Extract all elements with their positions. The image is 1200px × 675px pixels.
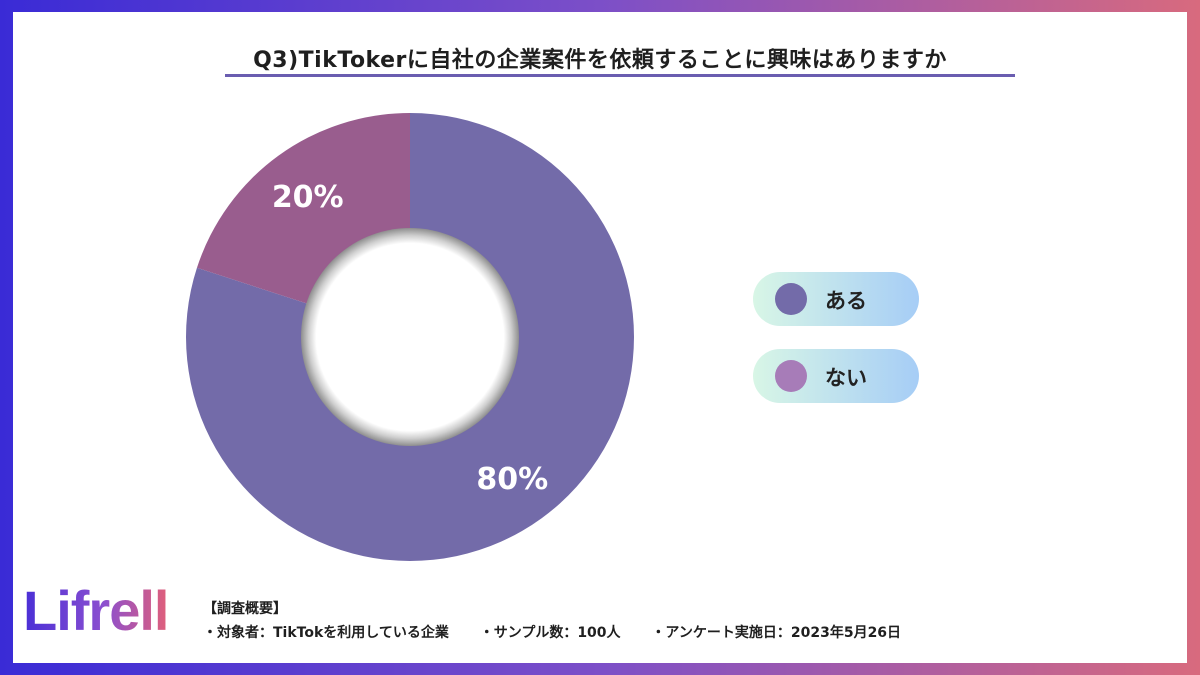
survey-details: ・対象者：TikTokを利用している企業 ・サンプル数：100人 ・アンケート実… (203, 622, 927, 642)
chart-title: Q3)TikTokerに自社の企業案件を依頼することに興味はありますか (253, 48, 947, 73)
donut-slice-nai (196, 113, 410, 304)
legend-label-aru: ある (825, 289, 867, 313)
donut-chart: 80% 20% (185, 113, 634, 561)
slide-panel: Q3)TikTokerに自社の企業案件を依頼することに興味はありますか 80% 2… (13, 12, 1187, 663)
donut-hole (301, 228, 519, 446)
donut-slice-aru (185, 113, 634, 561)
legend-swatch-nai (775, 360, 807, 392)
slice-label-nai: 20% (272, 180, 344, 215)
slice-label-aru: 80% (476, 462, 548, 497)
title-underline (225, 74, 1015, 77)
survey-target: ・対象者：TikTokを利用している企業 (203, 625, 449, 641)
legend-label-nai: ない (825, 366, 867, 390)
legend-swatch-aru (775, 283, 807, 315)
legend-item-aru: ある (753, 272, 919, 326)
legend-item-nai: ない (753, 349, 919, 403)
lifrell-logo: Lifrell (23, 579, 169, 642)
survey-heading: 【調査概要】 (203, 601, 287, 617)
survey-sample: ・サンプル数：100人 (479, 625, 621, 641)
survey-date: ・アンケート実施日：2023年5月26日 (651, 625, 902, 641)
